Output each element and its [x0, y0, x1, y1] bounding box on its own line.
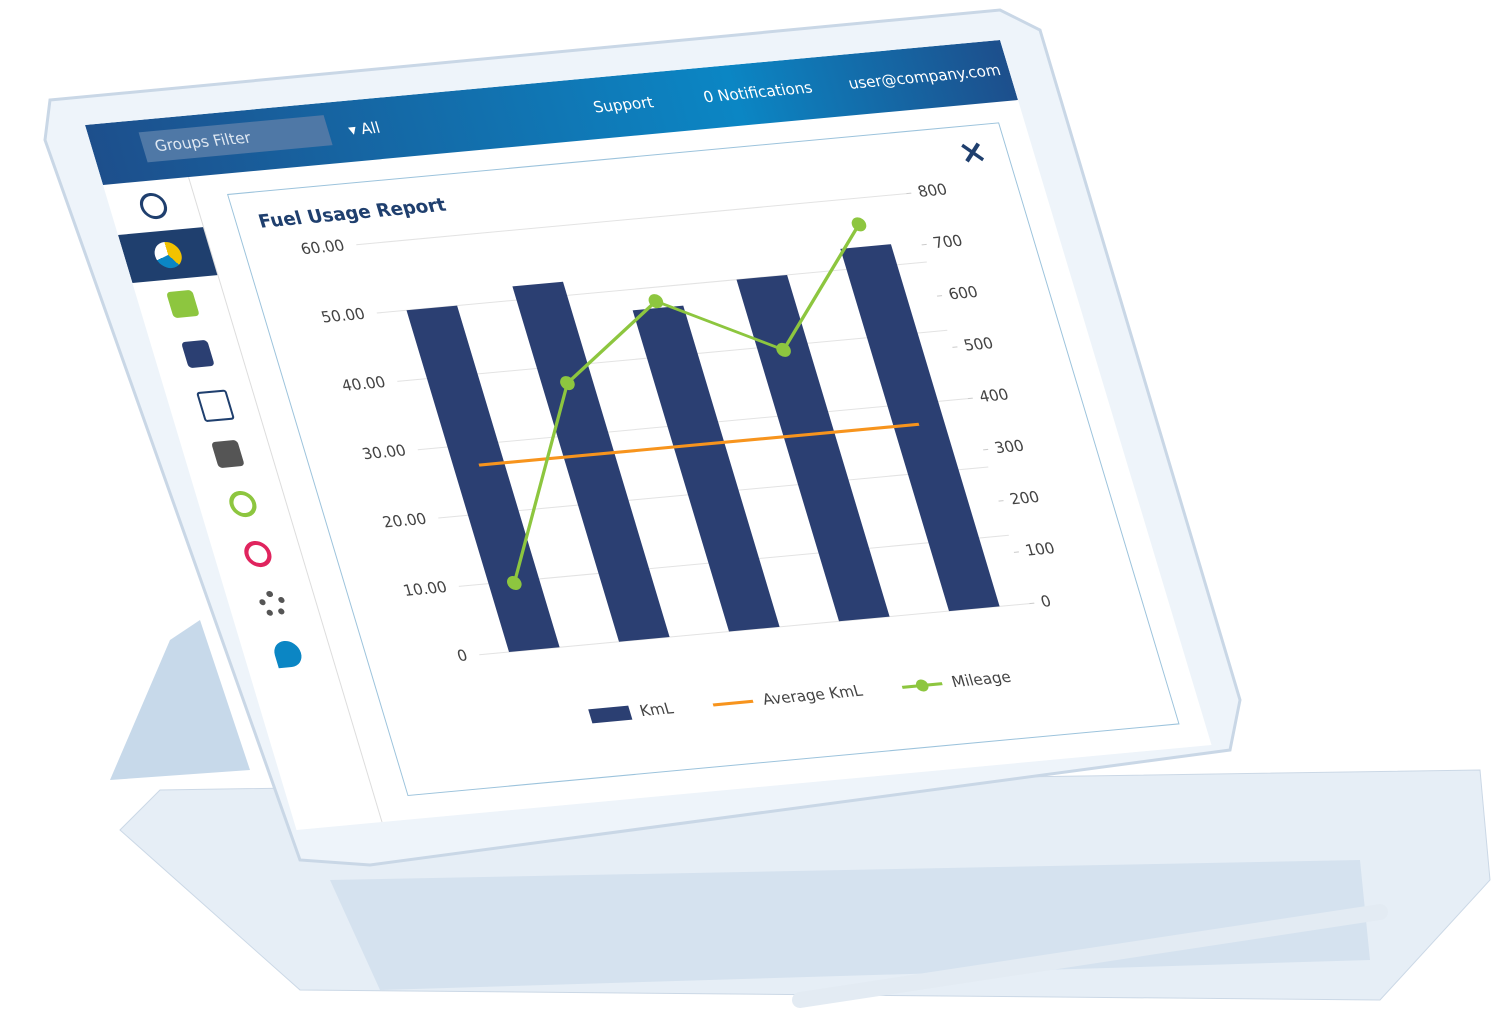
point — [560, 376, 575, 391]
y2-tick-label: 800 — [916, 181, 950, 201]
y-tick-label: 0 — [455, 647, 470, 665]
y2-tick-label: 500 — [962, 334, 996, 354]
legend-label: Mileage — [949, 668, 1013, 691]
y2-tick-label: 700 — [931, 232, 965, 252]
group-value[interactable]: All — [358, 118, 383, 139]
trend-icon[interactable] — [196, 389, 235, 423]
bar — [736, 274, 890, 622]
point — [776, 342, 791, 357]
bar — [406, 305, 560, 652]
support-link[interactable]: Support — [591, 93, 656, 117]
legend-label: KmL — [638, 699, 676, 720]
y-tick-label: 40.00 — [340, 373, 388, 395]
stand — [110, 620, 250, 780]
bar — [512, 281, 670, 642]
bar — [840, 244, 1000, 612]
y-tick-label: 30.00 — [360, 442, 408, 464]
legend-swatch — [588, 705, 633, 724]
point — [507, 575, 522, 591]
chart-title: Fuel Usage Report — [256, 195, 449, 233]
group-select[interactable]: ▾ All — [346, 118, 383, 140]
y2-tick-label: 100 — [1023, 539, 1057, 559]
location-icon[interactable] — [271, 639, 305, 669]
line — [478, 422, 920, 467]
user-menu[interactable]: user@company.com — [846, 60, 1003, 93]
active-item[interactable] — [118, 227, 218, 283]
grid-line — [356, 193, 907, 246]
block-icon[interactable] — [241, 539, 275, 569]
y-tick-label: 20.00 — [381, 510, 429, 532]
legend-swatch — [712, 699, 754, 707]
help-icon[interactable] — [136, 191, 171, 221]
point — [851, 217, 867, 232]
legend-label: Average KmL — [760, 682, 865, 709]
settings-icon[interactable] — [256, 589, 290, 619]
grid-line — [376, 261, 927, 314]
geofence-icon[interactable] — [226, 489, 260, 519]
y-tick-label: 50.00 — [319, 305, 367, 327]
point — [648, 294, 664, 309]
truck-icon[interactable] — [181, 339, 215, 369]
y2-tick-label: 0 — [1039, 592, 1054, 610]
y2-tick-label: 200 — [1008, 488, 1042, 508]
y2-tick-label: 400 — [977, 386, 1011, 406]
legend-marker — [915, 679, 929, 692]
y-tick-label: 10.00 — [401, 578, 449, 600]
map-icon[interactable] — [166, 289, 200, 319]
engine-icon[interactable] — [211, 439, 245, 469]
report-icon — [151, 240, 186, 270]
chart: Fuel Usage Report 0 10.00 20.00 30.00 40.00 50… — [256, 181, 1057, 724]
report-panel: × Fuel Usage Report 0 10.00 20.00 30.00 40.00… — [227, 122, 1180, 797]
y2-tick-label: 600 — [946, 283, 980, 303]
bar — [632, 305, 780, 632]
y2-tick-label: 300 — [992, 437, 1026, 457]
pencil — [792, 904, 1388, 1008]
groups-filter[interactable]: Groups Filter — [138, 115, 333, 163]
screen: Groups Filter ▾ All Support 0 Notificati… — [85, 39, 1212, 830]
y-tick-label: 60.00 — [299, 237, 347, 259]
notifications[interactable]: 0 Notifications — [701, 78, 815, 107]
